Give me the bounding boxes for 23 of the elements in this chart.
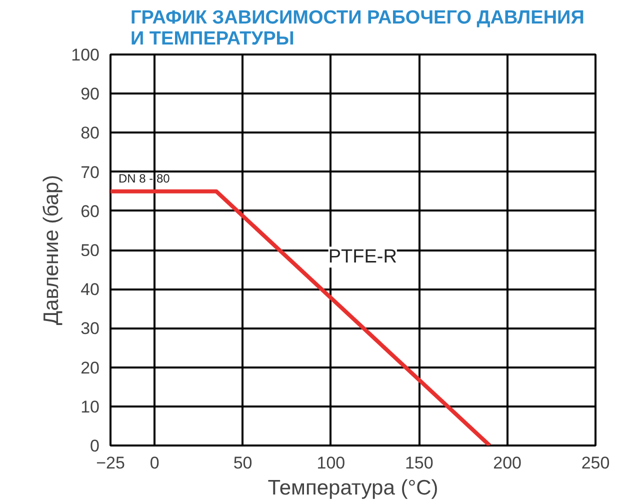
x-tick-label: 0 [150, 454, 160, 472]
x-tick-label: 50 [233, 454, 252, 472]
y-tick-label: 30 [80, 319, 100, 338]
y-tick-label: 20 [80, 358, 100, 378]
series-label: PTFE-R [328, 246, 397, 268]
y-tick-label: 100 [71, 46, 100, 64]
x-tick-label: 150 [404, 454, 434, 472]
x-tick-label: 100 [316, 454, 346, 472]
y-axis-title: Давление (бар) [40, 174, 64, 326]
y-tick-label: 70 [80, 162, 100, 182]
x-tick-label: 200 [493, 454, 522, 472]
y-tick-label: 0 [90, 436, 100, 456]
y-tick-label: 10 [80, 397, 100, 416]
annotation: DN 8 - 80 [118, 171, 170, 186]
x-axis-title: Температура (°C) [268, 476, 438, 500]
y-tick-label: 50 [80, 241, 100, 260]
y-tick-label: 60 [80, 202, 100, 221]
y-tick-label: 90 [80, 84, 100, 104]
x-tick-label: −25 [96, 454, 125, 472]
y-tick-label: 40 [80, 280, 100, 300]
x-tick-label: 250 [581, 454, 610, 472]
y-tick-label: 80 [80, 124, 100, 143]
chart-title: ГРАФИК ЗАВИСИМОСТИ РАБОЧЕГО ДАВЛЕНИЯ И ТЕМПЕРАТУРЫ [130, 8, 584, 50]
